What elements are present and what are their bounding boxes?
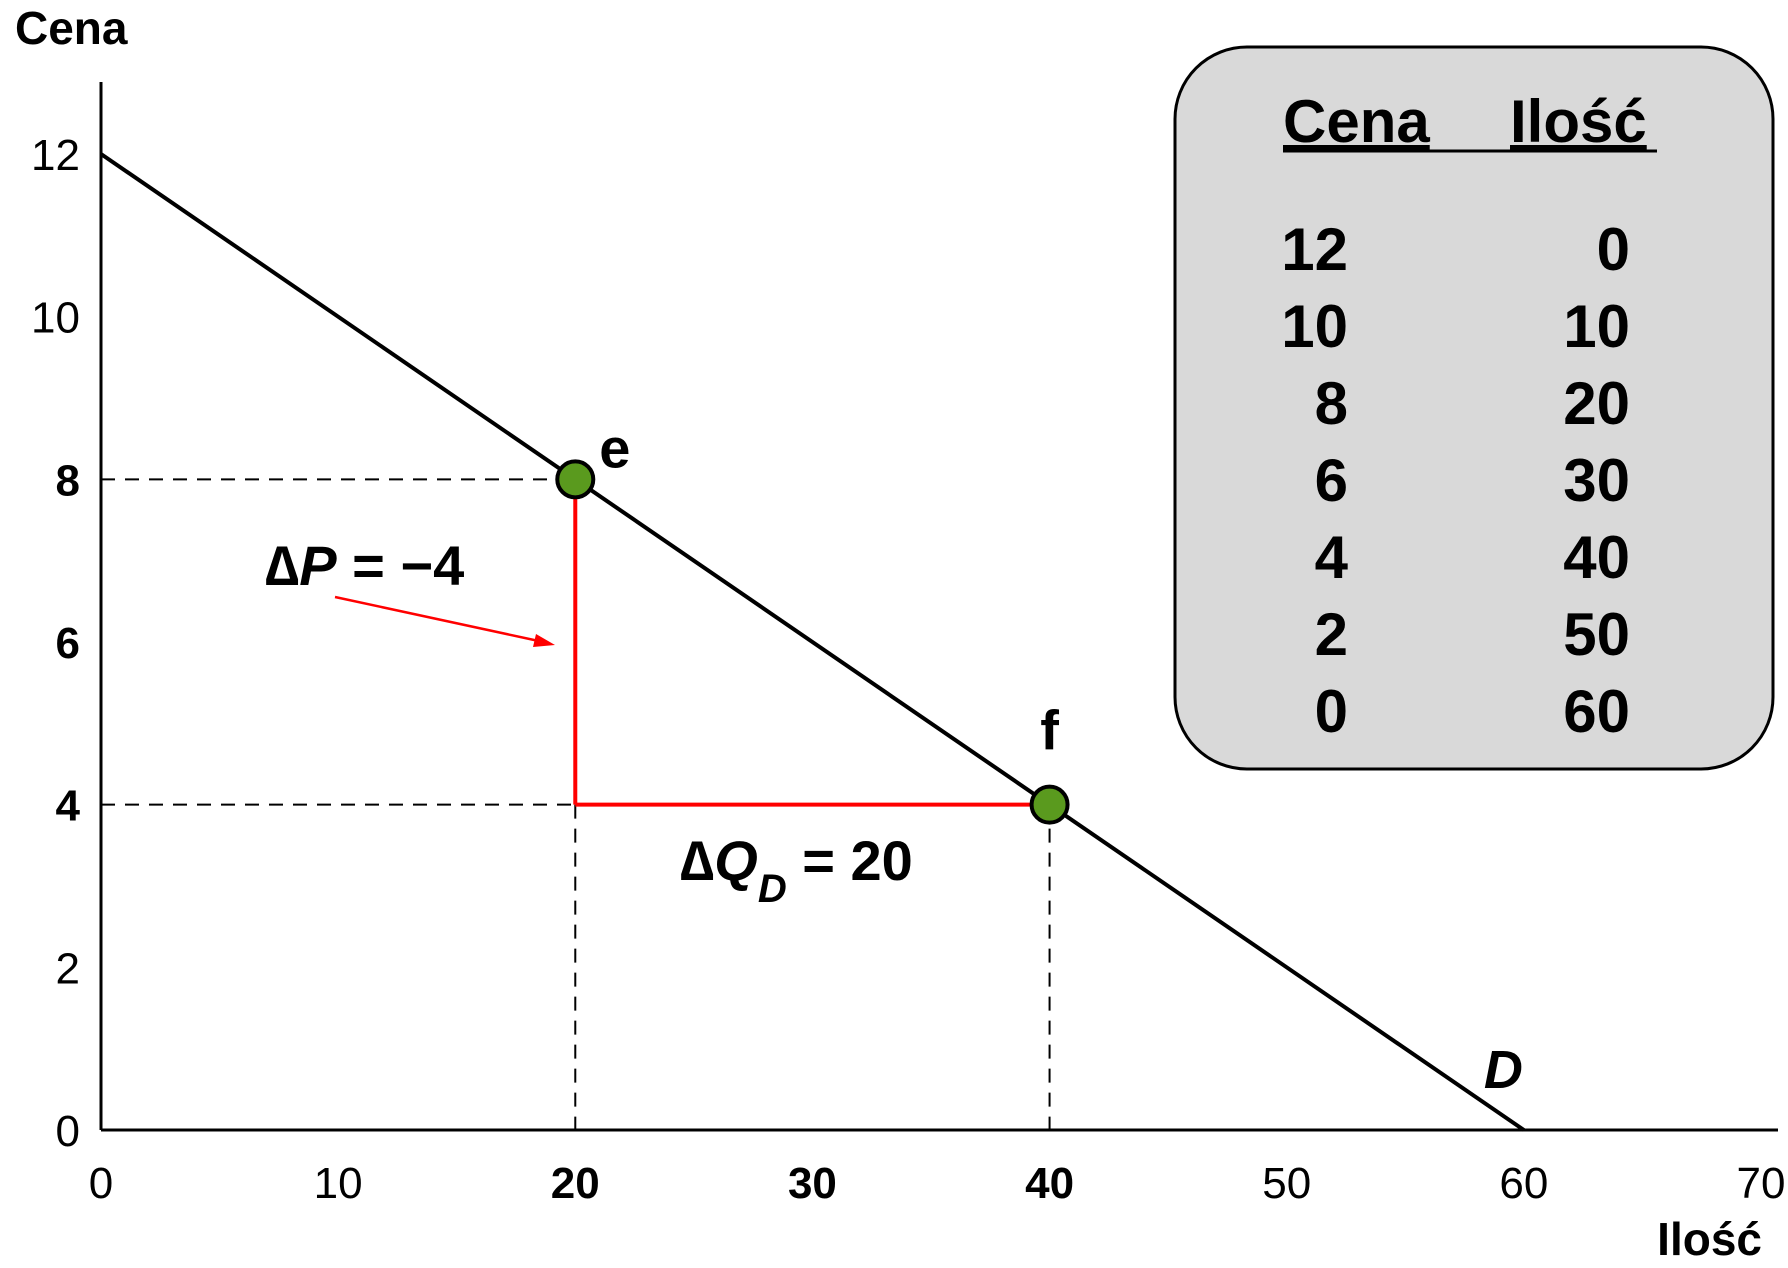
table-cell-ilosc: 40 [1563,524,1630,591]
delta-p-label: ∆P = −4 [265,534,464,597]
y-tick-label: 10 [31,294,80,343]
point-e [555,459,596,500]
delta-q-sub: D [758,867,787,911]
y-axis-title: Cena [15,2,128,54]
x-tick-label: 10 [314,1159,363,1208]
point-label-e: e [599,416,630,479]
x-tick-labels: 0 10 20 30 40 50 60 70 [89,1159,1786,1208]
delta-p-arrowhead [533,634,555,647]
x-tick-label: 20 [551,1159,600,1208]
y-tick-label: 8 [56,456,80,505]
table-header-ilosc: Ilość [1510,88,1647,155]
table-cell-cena: 8 [1315,370,1348,437]
delta-q-value: = 20 [787,829,913,892]
x-axis-title: Ilość [1657,1213,1762,1265]
delta-q-symbol: ∆ [680,829,714,892]
y-tick-label: 0 [56,1107,80,1156]
table-cell-ilosc: 60 [1563,678,1630,745]
x-tick-label: 0 [89,1159,113,1208]
table-cell-cena: 0 [1315,678,1348,745]
point-label-f: f [1040,699,1059,762]
y-tick-label: 2 [56,944,80,993]
delta-p-var: P [299,534,337,597]
x-tick-label: 40 [1025,1159,1074,1208]
demand-curve-label: D [1484,1040,1523,1100]
y-tick-label: 6 [56,619,80,668]
table-box [1173,45,1775,771]
table-cell-cena: 12 [1281,216,1348,283]
y-tick-label: 12 [31,131,80,180]
table-header-cena: Cena [1283,88,1430,155]
table-cell-ilosc: 0 [1597,216,1630,283]
table-cell-cena: 10 [1281,293,1348,360]
table-cell-ilosc: 10 [1563,293,1630,360]
table-rows: 12 0 10 10 8 20 6 30 4 40 2 50 0 60 [1281,216,1630,745]
delta-p-arrow [334,595,549,645]
y-tick-labels: 0 2 4 6 8 10 12 [31,131,80,1156]
delta-q-label: ∆QD = 20 [680,829,913,911]
table-cell-ilosc: 20 [1563,370,1630,437]
delta-p-value: = −4 [337,534,465,597]
x-tick-label: 70 [1737,1159,1786,1208]
table-cell-ilosc: 50 [1563,601,1630,668]
demand-curve [99,152,1525,1132]
x-tick-label: 60 [1499,1159,1548,1208]
points: ef [555,416,1070,825]
table-cell-ilosc: 30 [1563,447,1630,514]
dashed-guides [101,478,1051,1130]
x-tick-label: 50 [1262,1159,1311,1208]
table-cell-cena: 4 [1315,524,1349,591]
table-cell-cena: 2 [1315,601,1348,668]
delta-p-symbol: ∆ [265,534,299,597]
table-cell-cena: 6 [1315,447,1348,514]
point-f [1029,784,1070,825]
delta-q-var: Q [714,829,758,892]
x-tick-label: 30 [788,1159,837,1208]
y-tick-label: 4 [56,782,81,831]
